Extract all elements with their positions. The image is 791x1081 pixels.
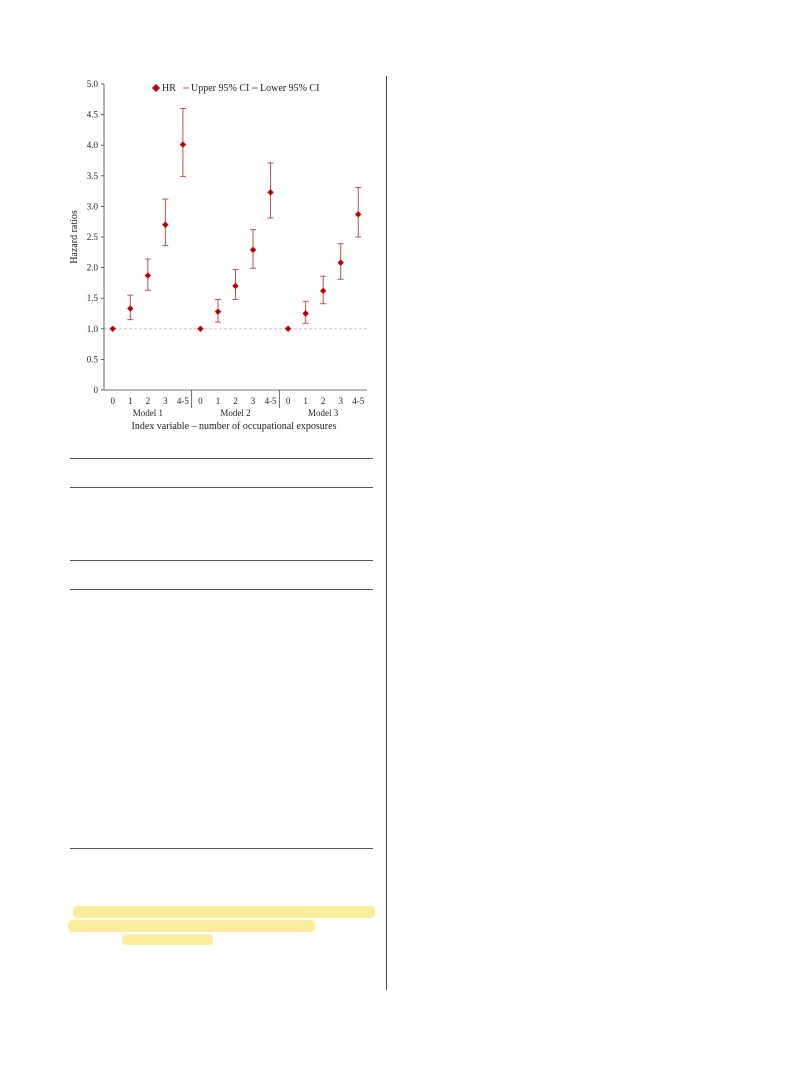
y-tick-label: 2.5 (87, 232, 99, 242)
x-tick-label: 2 (146, 396, 151, 406)
x-tick-label: 4-5 (177, 396, 189, 406)
hr-point (179, 141, 187, 148)
x-tick-label: 4-5 (352, 396, 364, 406)
highlight-line-3 (122, 934, 213, 945)
y-tick-label: 3.0 (87, 201, 99, 211)
x-tick-label: 3 (251, 396, 256, 406)
legend-hr-marker (152, 84, 160, 92)
column-divider (386, 76, 387, 990)
x-tick-label: 0 (198, 396, 203, 406)
x-axis-title: Index variable – number of occupational … (132, 421, 337, 432)
group-label: Model 1 (133, 408, 163, 418)
y-tick-label: 2.0 (87, 263, 99, 273)
hr-point (109, 325, 116, 332)
x-tick-label: 0 (286, 396, 291, 406)
x-tick-label: 3 (338, 396, 343, 406)
group-label: Model 3 (308, 408, 339, 418)
y-tick-label: 3.5 (87, 171, 99, 181)
hr-point (214, 308, 222, 315)
x-tick-label: 1 (216, 396, 221, 406)
table-rule-3 (70, 560, 373, 561)
y-tick-label: 0.5 (87, 354, 99, 364)
y-tick-label: 1.5 (87, 293, 99, 303)
x-tick-label: 1 (128, 396, 133, 406)
x-tick-label: 2 (321, 396, 326, 406)
group-label: Model 2 (220, 408, 250, 418)
legend-hr-label: HR (162, 83, 176, 94)
legend-lower-label: Lower 95% CI (260, 83, 319, 94)
highlight-line-1 (73, 906, 375, 918)
axis-layer: 0 0.5 1.0 1.5 2.0 2.5 3.0 3.5 4.0 4.5 5.0 0 1 2 3 4-5 Mo… (87, 79, 367, 418)
hr-point (249, 246, 257, 254)
y-tick-label: 4.5 (87, 110, 99, 120)
hr-point (144, 272, 152, 279)
table-rule-2 (70, 487, 373, 488)
x-tick-label: 0 (111, 396, 116, 406)
y-tick-label: 4.0 (87, 140, 99, 150)
y-tick-label: 1.0 (87, 324, 99, 334)
hr-point (197, 325, 204, 332)
table-rule-4 (70, 589, 373, 590)
hr-point (337, 259, 344, 266)
hr-point (302, 310, 309, 317)
hr-point (162, 221, 169, 228)
table-rule-1 (70, 458, 373, 459)
table-rule-5 (70, 848, 373, 849)
y-tick-label: 5.0 (87, 79, 99, 89)
hr-point (319, 287, 327, 295)
x-tick-label: 2 (233, 396, 238, 406)
legend-upper-label: Upper 95% CI (191, 83, 249, 94)
x-tick-label: 3 (163, 396, 168, 406)
hr-point (284, 325, 292, 332)
hr-point (355, 211, 362, 218)
hazard-ratio-chart: 0 0.5 1.0 1.5 2.0 2.5 3.0 3.5 4.0 4.5 5.0 0 1 2 3 4-5 Mo… (69, 79, 367, 432)
y-axis-title: Hazard ratios (69, 210, 80, 264)
x-tick-label: 1 (303, 396, 308, 406)
x-tick-label: 4-5 (265, 396, 277, 406)
y-tick-label: 0 (94, 385, 99, 395)
highlight-line-2 (68, 920, 315, 932)
hr-point (232, 282, 239, 290)
legend: HR Upper 95% CI Lower 95% CI (152, 83, 319, 94)
hr-point (127, 305, 134, 312)
hr-point (267, 189, 274, 196)
